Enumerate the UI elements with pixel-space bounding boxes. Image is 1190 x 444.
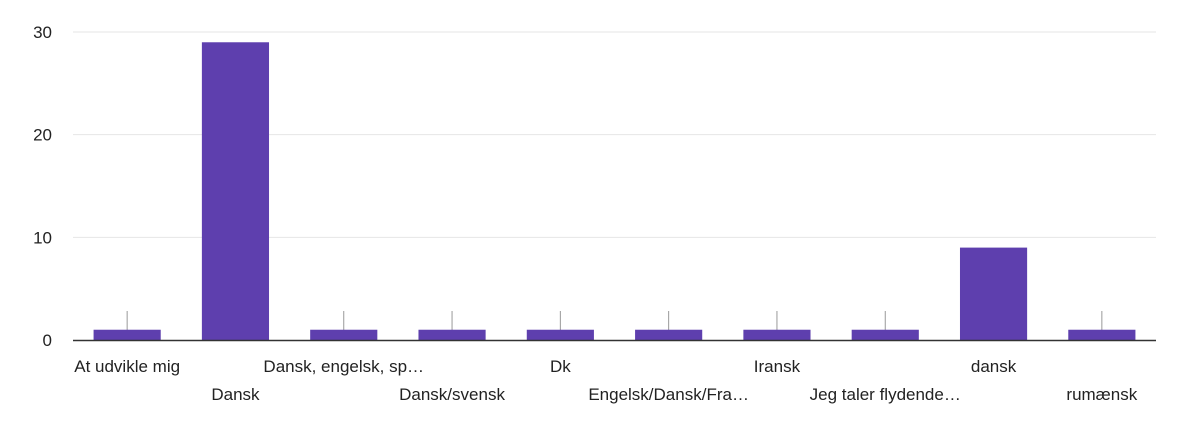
bar-1 (201, 42, 270, 341)
x-category-label: Dansk/svensk (399, 385, 505, 404)
x-category-label: Engelsk/Dansk/Fra… (588, 385, 749, 404)
x-category-label: Dk (550, 357, 571, 376)
bar-7 (851, 329, 919, 340)
x-category-label: rumænsk (1066, 385, 1137, 404)
y-tick-label: 20 (33, 126, 52, 145)
y-axis-tick-labels: 0 10 20 30 (33, 23, 52, 350)
x-category-label: Iransk (754, 357, 801, 376)
x-category-label: dansk (971, 357, 1017, 376)
x-category-label: Dansk (211, 385, 260, 404)
bar-4 (526, 329, 594, 340)
y-tick-label: 10 (33, 228, 52, 247)
bar-6 (743, 329, 811, 340)
bar-9 (1068, 329, 1136, 340)
bar-3 (418, 329, 486, 340)
bar-8 (959, 247, 1028, 340)
bars (93, 42, 1136, 341)
bar-0 (93, 329, 161, 340)
x-axis-tick-marks (126, 311, 1103, 340)
y-tick-label: 0 (43, 331, 52, 350)
x-category-label: At udvikle mig (74, 357, 180, 376)
bar-2 (310, 329, 378, 340)
y-tick-label: 30 (33, 23, 52, 42)
bar-5 (635, 329, 703, 340)
x-category-label: Jeg taler flydende… (810, 385, 961, 404)
x-category-label: Dansk, engelsk, sp… (263, 357, 424, 376)
